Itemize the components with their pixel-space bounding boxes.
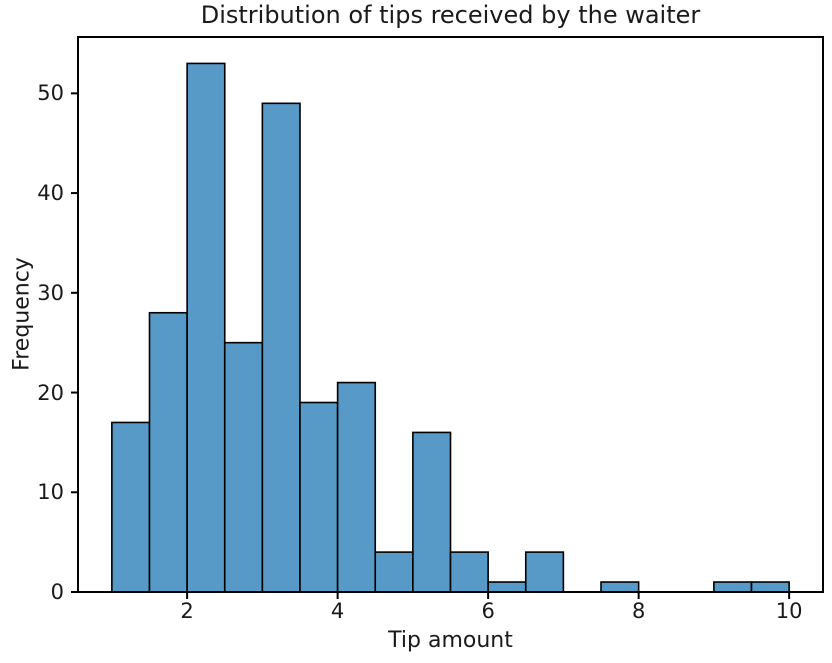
x-axis-label: Tip amount <box>388 628 513 653</box>
plot-border <box>77 36 824 593</box>
histogram-bar <box>750 581 790 593</box>
histogram-bar <box>223 341 264 593</box>
histogram-bar <box>336 381 377 593</box>
histogram-bar <box>524 551 565 593</box>
x-tick-label: 2 <box>180 599 194 623</box>
y-tick-label: 40 <box>37 181 64 206</box>
y-tick-label: 50 <box>37 81 64 106</box>
chart-title: Distribution of tips received by the wai… <box>200 1 701 29</box>
x-tick-label: 4 <box>330 599 345 623</box>
y-axis-label-text: Frequency <box>9 257 35 371</box>
histogram-bar <box>299 401 339 593</box>
histogram-bar <box>412 431 452 593</box>
histogram-bar <box>600 581 640 593</box>
histogram-bar <box>111 421 151 593</box>
y-tick-label: 0 <box>50 580 64 604</box>
histogram-bar <box>186 62 226 593</box>
y-tick-label: 10 <box>37 480 64 505</box>
x-tick-label: 6 <box>481 599 495 623</box>
x-tick-label: 10 <box>775 599 803 623</box>
histogram-bar <box>713 581 753 593</box>
x-tick-label: 8 <box>631 599 646 623</box>
y-tick-label: 20 <box>37 380 64 405</box>
histogram-bar <box>487 581 527 593</box>
histogram-bar <box>374 551 414 593</box>
histogram-bar <box>148 311 188 593</box>
histogram-bar <box>449 551 489 593</box>
y-tick-label: 30 <box>37 280 64 305</box>
histogram-bar <box>261 102 301 593</box>
